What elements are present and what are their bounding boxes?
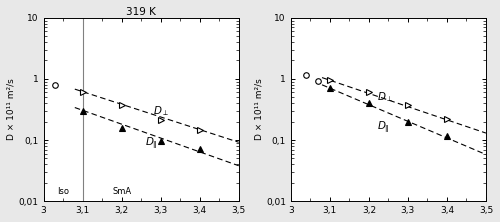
Y-axis label: D × 10¹¹ m²/s: D × 10¹¹ m²/s (254, 79, 263, 140)
Text: $D_{\perp}$: $D_{\perp}$ (376, 90, 392, 104)
Text: Iso: Iso (57, 187, 69, 196)
Text: $D_{\|}$: $D_{\|}$ (145, 136, 158, 151)
Text: $D_{\perp}$: $D_{\perp}$ (153, 104, 169, 118)
Y-axis label: D × 10¹¹ m²/s: D × 10¹¹ m²/s (7, 79, 16, 140)
Text: $D_{\|}$: $D_{\|}$ (376, 119, 390, 135)
Title: 319 K: 319 K (126, 7, 156, 17)
Text: SmA: SmA (112, 187, 131, 196)
